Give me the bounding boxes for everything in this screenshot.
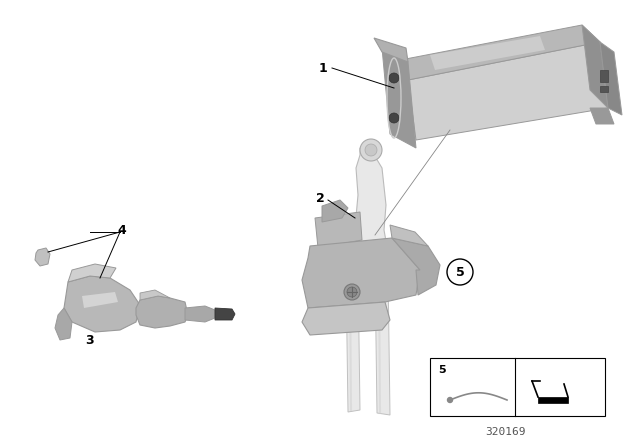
Polygon shape (390, 225, 428, 246)
Text: 5: 5 (456, 266, 465, 279)
Circle shape (347, 287, 357, 297)
Polygon shape (64, 276, 140, 332)
Circle shape (447, 397, 452, 402)
Polygon shape (355, 148, 388, 270)
Text: 4: 4 (118, 224, 126, 237)
Polygon shape (82, 292, 118, 308)
Polygon shape (315, 212, 362, 248)
Bar (600, 86, 608, 92)
Polygon shape (590, 108, 614, 124)
Polygon shape (35, 248, 50, 266)
Polygon shape (302, 302, 390, 335)
Polygon shape (430, 36, 545, 70)
Text: 320169: 320169 (484, 427, 525, 437)
Circle shape (447, 259, 473, 285)
Bar (430, 358, 605, 416)
Text: 2: 2 (316, 191, 324, 204)
Circle shape (344, 284, 360, 300)
Circle shape (365, 144, 377, 156)
Polygon shape (382, 48, 416, 148)
Polygon shape (392, 238, 440, 295)
Circle shape (389, 113, 399, 123)
Text: 1: 1 (319, 61, 328, 74)
Bar (600, 70, 608, 82)
Text: 3: 3 (86, 333, 94, 346)
Polygon shape (600, 42, 622, 115)
Polygon shape (408, 42, 608, 140)
Polygon shape (390, 25, 600, 80)
Polygon shape (322, 200, 348, 222)
Bar (538, 397, 568, 403)
Polygon shape (68, 264, 116, 282)
Polygon shape (582, 25, 608, 108)
Polygon shape (374, 38, 408, 62)
Polygon shape (55, 308, 72, 340)
Polygon shape (390, 55, 408, 140)
Circle shape (389, 73, 399, 83)
Polygon shape (302, 238, 420, 308)
Text: 5: 5 (438, 365, 446, 375)
Circle shape (360, 139, 382, 161)
Polygon shape (140, 290, 170, 300)
Polygon shape (215, 308, 235, 320)
Polygon shape (136, 296, 188, 328)
Polygon shape (185, 306, 215, 322)
Polygon shape (346, 268, 360, 412)
Polygon shape (375, 268, 390, 415)
